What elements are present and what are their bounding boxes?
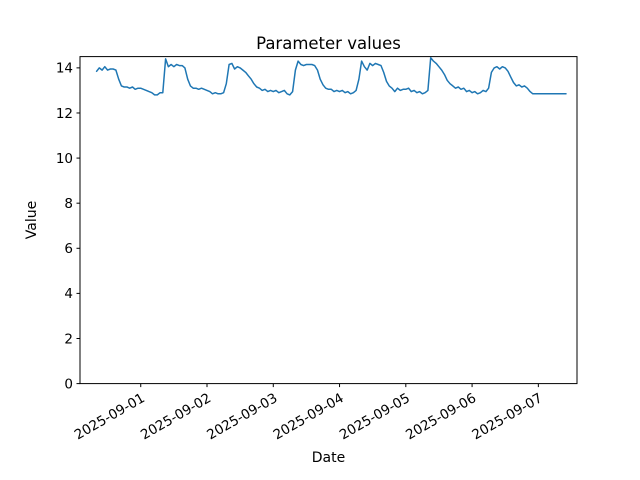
plot-frame: [79, 56, 578, 385]
x-axis-label: Date: [312, 450, 345, 466]
y-tick-label: 10: [56, 151, 73, 167]
x-tick-label: 2025-09-06: [403, 390, 479, 443]
x-tick-label: 2025-09-02: [138, 390, 214, 443]
y-tick-label: 6: [64, 241, 73, 257]
y-tick-label: 8: [64, 196, 73, 212]
y-tick-label: 0: [64, 376, 73, 392]
y-axis-label: Value: [24, 201, 40, 239]
x-tick-label: 2025-09-03: [204, 390, 280, 443]
data-line: [95, 56, 567, 96]
y-tick-label: 4: [64, 286, 73, 302]
y-tick-label: 12: [56, 106, 73, 122]
chart-title: Parameter values: [256, 34, 401, 53]
y-tick-label: 2: [64, 331, 73, 347]
x-tick-label: 2025-09-07: [469, 390, 545, 443]
x-tick-label: 2025-09-04: [271, 390, 347, 443]
x-tick-label: 2025-09-01: [72, 390, 148, 443]
y-tick-label: 14: [56, 61, 73, 77]
x-tick-label: 2025-09-05: [337, 390, 413, 443]
